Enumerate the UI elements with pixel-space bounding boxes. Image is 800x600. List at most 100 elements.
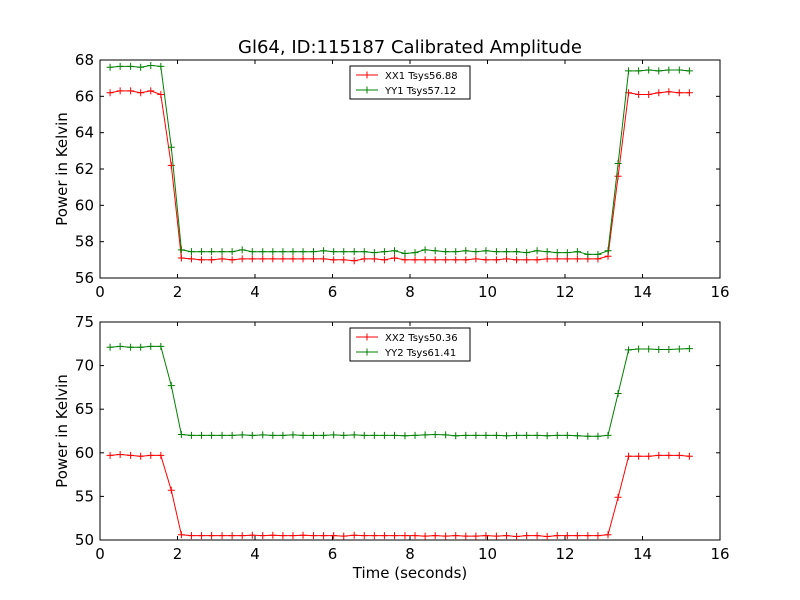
data-point [208,248,216,256]
data-point [563,532,571,540]
data-point [553,431,561,439]
x-tick-label: 0 [95,545,105,563]
x-tick-label: 12 [555,283,574,301]
data-point [594,532,602,540]
data-point [279,248,287,256]
y-tick-label: 75 [75,313,94,331]
series-2 [106,61,693,258]
data-point [167,161,175,169]
data-point [442,431,450,439]
data-point [492,431,500,439]
data-point [685,89,693,97]
data-point [360,248,368,256]
y-tick-label: 68 [75,51,94,69]
series-1 [106,87,693,265]
data-point [116,62,124,70]
y-tick-label: 50 [75,531,94,549]
data-point [604,247,612,255]
y-axis-label: Power in Kelvin [53,112,71,226]
x-tick-label: 12 [555,545,574,563]
data-point [177,246,185,254]
legend-entry-label: YY1 Tsys57.12 [384,86,456,97]
data-point [198,256,206,264]
data-point [533,431,541,439]
data-point [523,431,531,439]
data-point [584,432,592,440]
data-point [533,256,541,264]
data-point [269,531,277,539]
data-point [573,248,581,256]
data-point [421,532,429,540]
data-point [228,248,236,256]
data-point [187,255,195,263]
data-point [401,432,409,440]
data-point [177,531,185,539]
data-point [492,248,500,256]
data-point [645,452,653,460]
data-point [401,532,409,540]
data-point [635,345,643,353]
data-point [462,256,470,264]
legend-entry-label: XX1 Tsys56.88 [385,71,458,82]
data-point [259,532,267,540]
data-point [259,255,267,263]
data-point [594,432,602,440]
data-point [238,246,246,254]
data-point [645,91,653,99]
data-point [401,256,409,264]
data-point [665,66,673,74]
data-point [350,257,358,265]
y-tick-label: 65 [75,400,94,418]
data-point [482,532,490,540]
data-point [411,532,419,540]
data-point [553,532,561,540]
data-point [563,255,571,263]
y-tick-label: 62 [75,160,94,178]
data-point [553,249,561,257]
data-point [157,91,165,99]
data-point [310,431,318,439]
data-point [655,345,663,353]
data-point [472,431,480,439]
x-tick-label: 0 [95,283,105,301]
data-point [502,432,510,440]
data-point [127,451,135,459]
data-point [137,89,145,97]
data-point [106,63,114,71]
legend-entry-label: YY2 Tsys61.41 [384,348,456,359]
data-point [452,248,460,256]
data-point [187,431,195,439]
data-point [187,532,195,540]
x-tick-label: 2 [173,283,183,301]
data-point [157,62,165,70]
data-point [269,248,277,256]
data-point [411,256,419,264]
data-point [299,531,307,539]
data-point [452,532,460,540]
legend: XX2 Tsys50.36 YY2 Tsys61.41 [349,327,471,362]
data-point [330,431,338,439]
y-tick-label: 55 [75,487,94,505]
data-point [340,431,348,439]
data-point [462,247,470,255]
data-point [665,451,673,459]
data-point [573,532,581,540]
data-point [543,255,551,263]
data-point [391,532,398,540]
data-point [218,255,226,263]
figure-title: Gl64, ID:115187 Calibrated Amplitude [238,37,582,58]
data-point [279,255,287,263]
data-point [685,345,693,353]
data-point [380,248,388,256]
legend-swatch-marker [363,333,371,341]
data-point [360,431,368,439]
data-point [218,431,226,439]
legend-box [349,65,471,100]
data-point [492,532,500,540]
data-point [563,431,571,439]
legend: XX1 Tsys56.88 YY1 Tsys57.12 [349,65,471,100]
y-tick-label: 60 [75,196,94,214]
data-point [431,256,439,264]
